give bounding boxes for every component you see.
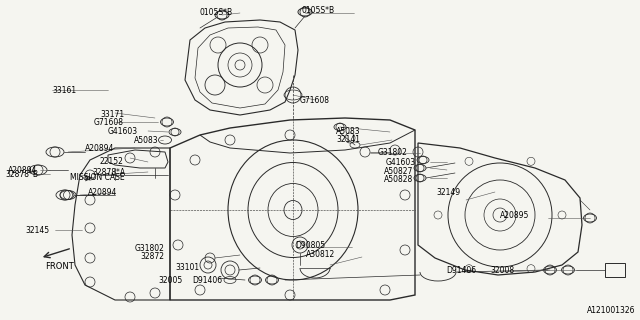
Text: 32005: 32005 <box>158 276 182 285</box>
Text: A20894: A20894 <box>8 166 37 175</box>
Text: A5083: A5083 <box>134 136 159 145</box>
Text: A5083: A5083 <box>336 127 360 136</box>
Text: 32008: 32008 <box>490 266 514 275</box>
Text: G31802: G31802 <box>378 148 408 157</box>
Text: 33161: 33161 <box>52 86 76 95</box>
Text: D91406: D91406 <box>446 266 476 275</box>
Text: G41603: G41603 <box>108 127 138 136</box>
Text: A20894: A20894 <box>85 144 115 153</box>
Text: 32145: 32145 <box>25 226 49 235</box>
Text: A50828: A50828 <box>384 175 413 184</box>
Text: A121001326: A121001326 <box>586 306 635 315</box>
Text: A20895: A20895 <box>500 211 529 220</box>
Text: 32872: 32872 <box>140 252 164 261</box>
Text: 33171: 33171 <box>100 110 124 119</box>
Text: G71608: G71608 <box>94 118 124 127</box>
Text: A50827: A50827 <box>384 167 413 176</box>
Text: FRONT: FRONT <box>45 262 74 271</box>
Text: 33101: 33101 <box>175 263 199 272</box>
Text: A30812: A30812 <box>306 250 335 259</box>
Text: 0105S*B: 0105S*B <box>302 6 335 15</box>
Text: 22152: 22152 <box>100 157 124 166</box>
Text: 32878*A: 32878*A <box>92 168 125 177</box>
Text: D90805: D90805 <box>295 241 325 250</box>
Text: A20894: A20894 <box>88 188 117 197</box>
Text: D91406: D91406 <box>192 276 222 285</box>
Text: G31802: G31802 <box>135 244 165 253</box>
Text: G41603: G41603 <box>386 158 416 167</box>
Text: G71608: G71608 <box>300 96 330 105</box>
Text: 0105S*B: 0105S*B <box>200 8 233 17</box>
Text: 32149: 32149 <box>436 188 460 197</box>
Text: 32878*B: 32878*B <box>5 170 38 179</box>
Text: 32141: 32141 <box>336 135 360 144</box>
Text: MISSION CASE: MISSION CASE <box>70 173 125 182</box>
